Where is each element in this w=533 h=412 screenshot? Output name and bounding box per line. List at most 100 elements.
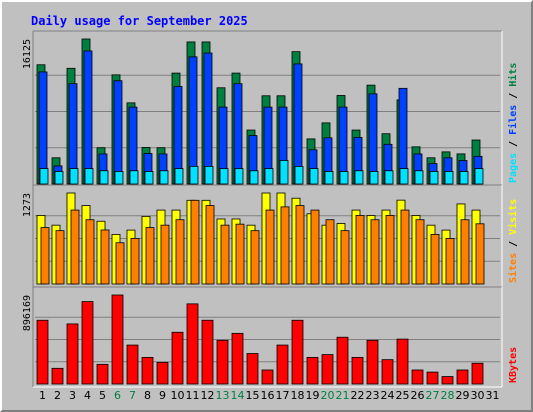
bar-files [368, 93, 378, 185]
x-tick-label: 24 [381, 389, 395, 402]
bar-files [293, 63, 303, 185]
legend-separator: / [508, 235, 519, 253]
x-tick-label: 18 [291, 389, 305, 402]
legend-text: Sites / Visits [507, 199, 519, 283]
bar-kbytes [201, 319, 214, 385]
bar-sites [475, 223, 485, 285]
bar-pages [309, 168, 319, 185]
bar-kbytes [381, 359, 394, 385]
x-tick-label: 19 [306, 389, 320, 402]
bar-kbytes [426, 371, 439, 385]
bar-kbytes [36, 319, 49, 385]
legend-pages: Pages [508, 153, 519, 183]
x-tick-label: 9 [159, 389, 166, 402]
bar-pages [474, 168, 484, 185]
bar-sites [40, 227, 50, 285]
bar-kbytes [216, 339, 229, 385]
bar-pages [114, 171, 124, 185]
bar-kbytes [156, 361, 169, 385]
x-tick-label: 7 [129, 389, 136, 402]
bar-pages [99, 170, 109, 185]
bar-kbytes [81, 301, 94, 385]
x-tick-label: 11 [186, 389, 200, 402]
bar-sites [205, 205, 215, 285]
bar-kbytes [246, 353, 259, 385]
legend-visits: Visits [507, 199, 519, 235]
bar-pages [84, 168, 94, 185]
bar-sites [445, 238, 455, 285]
chart-panels: 16125 Pages / Files / Hits 1273 Sites / Vis… [22, 30, 519, 388]
bar-kbytes [396, 338, 409, 385]
bar-kbytes [231, 332, 244, 385]
bar-pages [189, 166, 199, 185]
bar-pages [444, 171, 454, 185]
y-max-label: 16125 [22, 39, 33, 69]
bar-pages [339, 171, 349, 185]
bar-sites [115, 242, 125, 285]
bar-pages [324, 171, 334, 185]
x-tick-label: 3 [69, 389, 76, 402]
panel-legend: Sites / Visits [507, 199, 519, 283]
bar-sites [130, 238, 140, 285]
bar-sites [355, 215, 365, 285]
bar-pages [69, 168, 79, 185]
bar-kbytes [276, 344, 289, 385]
bar-sites [430, 233, 440, 285]
bar-sites [310, 209, 320, 285]
x-tick-label: 31 [486, 389, 500, 402]
panel-visits-sites: 1273 Sites / Visits [22, 184, 519, 288]
bar-pages [234, 168, 244, 185]
legend-files: Files [507, 105, 519, 135]
x-tick-label: 30 [471, 389, 485, 402]
bar-pages [219, 168, 229, 185]
bar-kbytes [126, 344, 139, 385]
bar-pages [159, 170, 169, 185]
x-tick-label: 21 [336, 389, 350, 402]
bar-kbytes [471, 362, 484, 385]
x-tick-label: 5 [99, 389, 106, 402]
bar-pages [39, 168, 49, 185]
bar-sites [250, 230, 260, 285]
bar-sites [265, 209, 275, 285]
x-tick-label: 4 [84, 389, 91, 402]
bar-sites [385, 215, 395, 285]
bar-pages [204, 166, 214, 185]
x-tick-label: 16 [261, 389, 275, 402]
x-tick-label: 13 [216, 389, 230, 402]
bar-sites [280, 206, 290, 285]
bar-kbytes [351, 356, 364, 385]
bar-pages [264, 168, 274, 185]
x-tick-label: 23 [366, 389, 380, 402]
panel-legend: KBytes [508, 347, 519, 383]
bar-sites [70, 209, 80, 285]
bar-sites [370, 219, 380, 285]
bar-pages [429, 171, 439, 185]
x-tick-label: 2 [54, 389, 61, 402]
x-tick-label: 28 [441, 389, 455, 402]
bar-kbytes [141, 356, 154, 385]
legend-separator: / [508, 135, 519, 153]
x-tick-label: 12 [201, 389, 215, 402]
x-tick-label: 10 [171, 389, 185, 402]
bar-pages [459, 171, 469, 185]
bar-kbytes [111, 294, 124, 385]
x-tick-label: 1 [39, 389, 46, 402]
bar-pages [384, 170, 394, 185]
x-tick-label: 26 [411, 389, 425, 402]
legend-text: KBytes [508, 347, 519, 383]
x-tick-label: 25 [396, 389, 410, 402]
bar-pages [129, 170, 139, 185]
bar-pages [279, 160, 289, 185]
bar-pages [144, 171, 154, 185]
bar-pages [414, 170, 424, 185]
bar-kbytes [291, 319, 304, 385]
bar-sites [220, 224, 230, 285]
legend-hits: Hits [507, 63, 519, 87]
bar-sites [100, 229, 110, 285]
bar-kbytes [336, 336, 349, 385]
bar-kbytes [96, 363, 109, 385]
bar-pages [369, 171, 379, 185]
bar-pages [294, 166, 304, 185]
bar-kbytes [456, 369, 469, 385]
